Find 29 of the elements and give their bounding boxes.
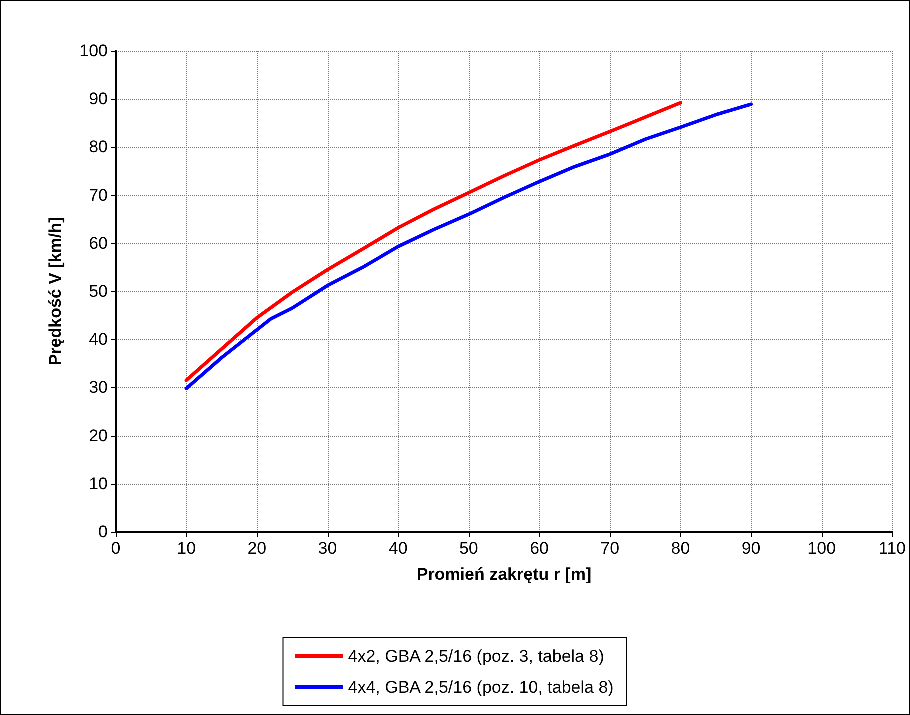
x-tick-label: 30 — [318, 539, 338, 558]
y-tick-label: 0 — [98, 522, 108, 542]
y-tick-label: 100 — [80, 42, 108, 60]
y-tick-label: 20 — [89, 426, 108, 446]
x-tick-label: 60 — [530, 539, 549, 558]
y-tick-label: 90 — [89, 90, 108, 109]
y-tick-label: 10 — [89, 474, 108, 494]
x-tick-label: 70 — [600, 539, 620, 558]
y-tick-label: 80 — [89, 138, 108, 157]
legend-label: 4x4, GBA 2,5/16 (poz. 10, tabela 8) — [348, 678, 614, 697]
y-tick-label: 30 — [89, 378, 108, 398]
line-series — [184, 102, 754, 390]
x-tick-label: 110 — [878, 539, 906, 558]
x-tick-label: 90 — [742, 539, 761, 558]
legend-label: 4x2, GBA 2,5/16 (poz. 3, tabela 8) — [348, 647, 604, 666]
y-tick-label: 60 — [89, 234, 108, 253]
x-tick-label: 40 — [388, 539, 408, 558]
x-tick-label: 20 — [248, 539, 267, 558]
x-tick-label: 80 — [671, 539, 690, 558]
line-series — [184, 101, 682, 382]
x-tick-label: 50 — [459, 539, 478, 558]
y-axis-title: Prędkość V [km/h] — [46, 217, 65, 366]
y-tick-label: 50 — [89, 282, 108, 301]
x-axis-title: Promień zakrętu r [m] — [416, 565, 592, 584]
x-tick-label: 0 — [111, 539, 121, 558]
x-tick-label: 10 — [177, 539, 196, 558]
y-tick-label: 40 — [89, 330, 108, 350]
y-tick-label: 70 — [89, 186, 108, 205]
x-tick-label: 100 — [808, 539, 836, 558]
